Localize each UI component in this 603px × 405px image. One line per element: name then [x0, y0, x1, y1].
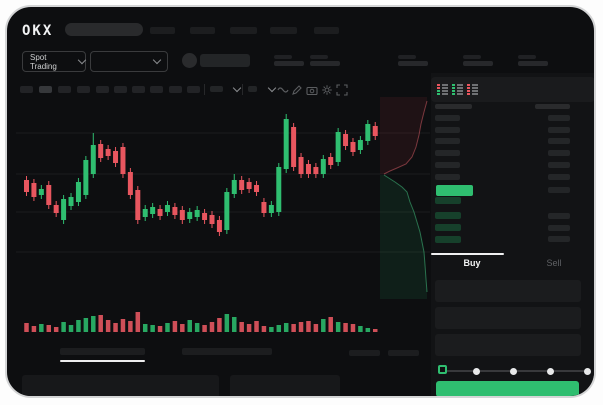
book-asks-icon[interactable]	[467, 84, 479, 96]
camera-icon[interactable]	[306, 84, 318, 96]
coin-avatar	[182, 53, 197, 68]
interval-button[interactable]	[150, 86, 163, 93]
indicator-label-placeholder	[248, 86, 257, 92]
order-total-input[interactable]	[435, 334, 581, 356]
interval-button[interactable]	[169, 86, 182, 93]
chevron-down-icon	[77, 55, 87, 65]
nav-item-placeholder[interactable]	[230, 27, 257, 34]
wave-icon[interactable]	[277, 84, 289, 96]
stat-value-placeholder	[310, 61, 340, 66]
candlestick-chart[interactable]	[16, 97, 430, 353]
bottom-action-placeholder	[349, 350, 380, 356]
ask-size-placeholder	[548, 174, 570, 180]
stat-label-placeholder	[518, 55, 536, 59]
bottom-panel-right	[230, 375, 340, 396]
stat-label-placeholder	[463, 55, 481, 59]
search-input[interactable]	[65, 23, 143, 36]
interval-button[interactable]	[132, 86, 145, 93]
buy-submit-button[interactable]	[436, 381, 579, 396]
tab-sell[interactable]: Sell	[546, 258, 562, 268]
bottom-tab-history[interactable]	[182, 348, 272, 355]
candle-type-label-placeholder	[210, 86, 223, 92]
ask-price-placeholder[interactable]	[435, 115, 460, 121]
slider-stop[interactable]	[473, 368, 480, 375]
ask-price-placeholder[interactable]	[435, 138, 460, 144]
bid-size-placeholder	[548, 225, 570, 231]
interval-button[interactable]	[77, 86, 90, 93]
slider-stop[interactable]	[584, 368, 591, 375]
app-window: OKX Spot Trading	[5, 5, 596, 398]
stat-label-placeholder	[398, 55, 416, 59]
bottom-tab-orders[interactable]	[60, 348, 145, 355]
stat-value-placeholder	[274, 61, 304, 66]
order-price-input[interactable]	[435, 280, 581, 302]
stat-value-placeholder	[518, 61, 548, 66]
toolbar-divider	[204, 84, 205, 95]
slider-stop[interactable]	[547, 368, 554, 375]
bid-price-placeholder[interactable]	[435, 212, 461, 219]
ask-price-placeholder[interactable]	[435, 150, 460, 156]
ask-size-placeholder	[548, 162, 570, 168]
interval-button[interactable]	[20, 86, 33, 93]
ask-price-placeholder[interactable]	[435, 174, 460, 180]
stat-value-placeholder	[398, 61, 428, 66]
interval-button[interactable]	[58, 86, 71, 93]
tab-buy[interactable]: Buy	[463, 258, 481, 268]
last-price-highlight[interactable]	[436, 185, 473, 196]
price-placeholder	[200, 54, 250, 67]
ask-size-placeholder	[548, 150, 570, 156]
nav-item-placeholder[interactable]	[314, 27, 339, 34]
ask-price-placeholder[interactable]	[435, 127, 460, 133]
orderbook-header-amount	[535, 104, 570, 109]
book-combined-icon[interactable]	[437, 84, 449, 96]
draw-icon[interactable]	[291, 84, 303, 96]
slider-stop[interactable]	[510, 368, 517, 375]
active-tab-indicator	[431, 253, 504, 255]
settings-icon[interactable]	[321, 84, 333, 96]
stat-value-placeholder	[463, 61, 493, 66]
okx-logo: OKX	[22, 23, 54, 39]
interval-button[interactable]	[187, 86, 200, 93]
fullscreen-icon[interactable]	[336, 84, 348, 96]
interval-button[interactable]	[96, 86, 109, 93]
depth-chart	[380, 97, 428, 299]
market-mode-dropdown[interactable]: Spot Trading	[22, 51, 87, 72]
pair-selector-dropdown[interactable]	[90, 51, 168, 72]
last-price-size-placeholder	[548, 187, 570, 193]
market-mode-label: Spot Trading	[30, 52, 57, 71]
bid-price-placeholder[interactable]	[435, 224, 461, 231]
orderbook-toolbar	[431, 77, 594, 102]
stat-label-placeholder	[310, 55, 328, 59]
order-amount-input[interactable]	[435, 307, 581, 329]
amount-slider-handle[interactable]	[438, 365, 447, 374]
nav-item-placeholder[interactable]	[150, 27, 175, 34]
chevron-down-icon	[152, 55, 162, 65]
bid-size-placeholder	[548, 236, 570, 242]
nav-item-placeholder[interactable]	[270, 27, 297, 34]
bid-size-placeholder	[548, 213, 570, 219]
bid-price-placeholder[interactable]	[435, 236, 461, 243]
bid-price-placeholder[interactable]	[435, 197, 461, 204]
interval-button[interactable]	[39, 86, 52, 93]
ask-size-placeholder	[548, 138, 570, 144]
ask-price-placeholder[interactable]	[435, 162, 460, 168]
interval-button[interactable]	[114, 86, 127, 93]
bottom-panel-left	[22, 375, 219, 396]
bottom-action-placeholder	[388, 350, 419, 356]
bottom-active-tab-underline	[60, 360, 145, 362]
stat-label-placeholder	[274, 55, 292, 59]
ask-size-placeholder	[548, 115, 570, 121]
trade-tabs: Buy Sell	[431, 253, 594, 273]
orderbook-header-price	[435, 104, 472, 109]
nav-item-placeholder[interactable]	[190, 27, 215, 34]
toolbar-divider	[242, 84, 243, 95]
chevron-down-icon[interactable]	[267, 83, 277, 93]
chevron-down-icon[interactable]	[232, 83, 242, 93]
ask-size-placeholder	[548, 127, 570, 133]
book-bids-icon[interactable]	[452, 84, 464, 96]
